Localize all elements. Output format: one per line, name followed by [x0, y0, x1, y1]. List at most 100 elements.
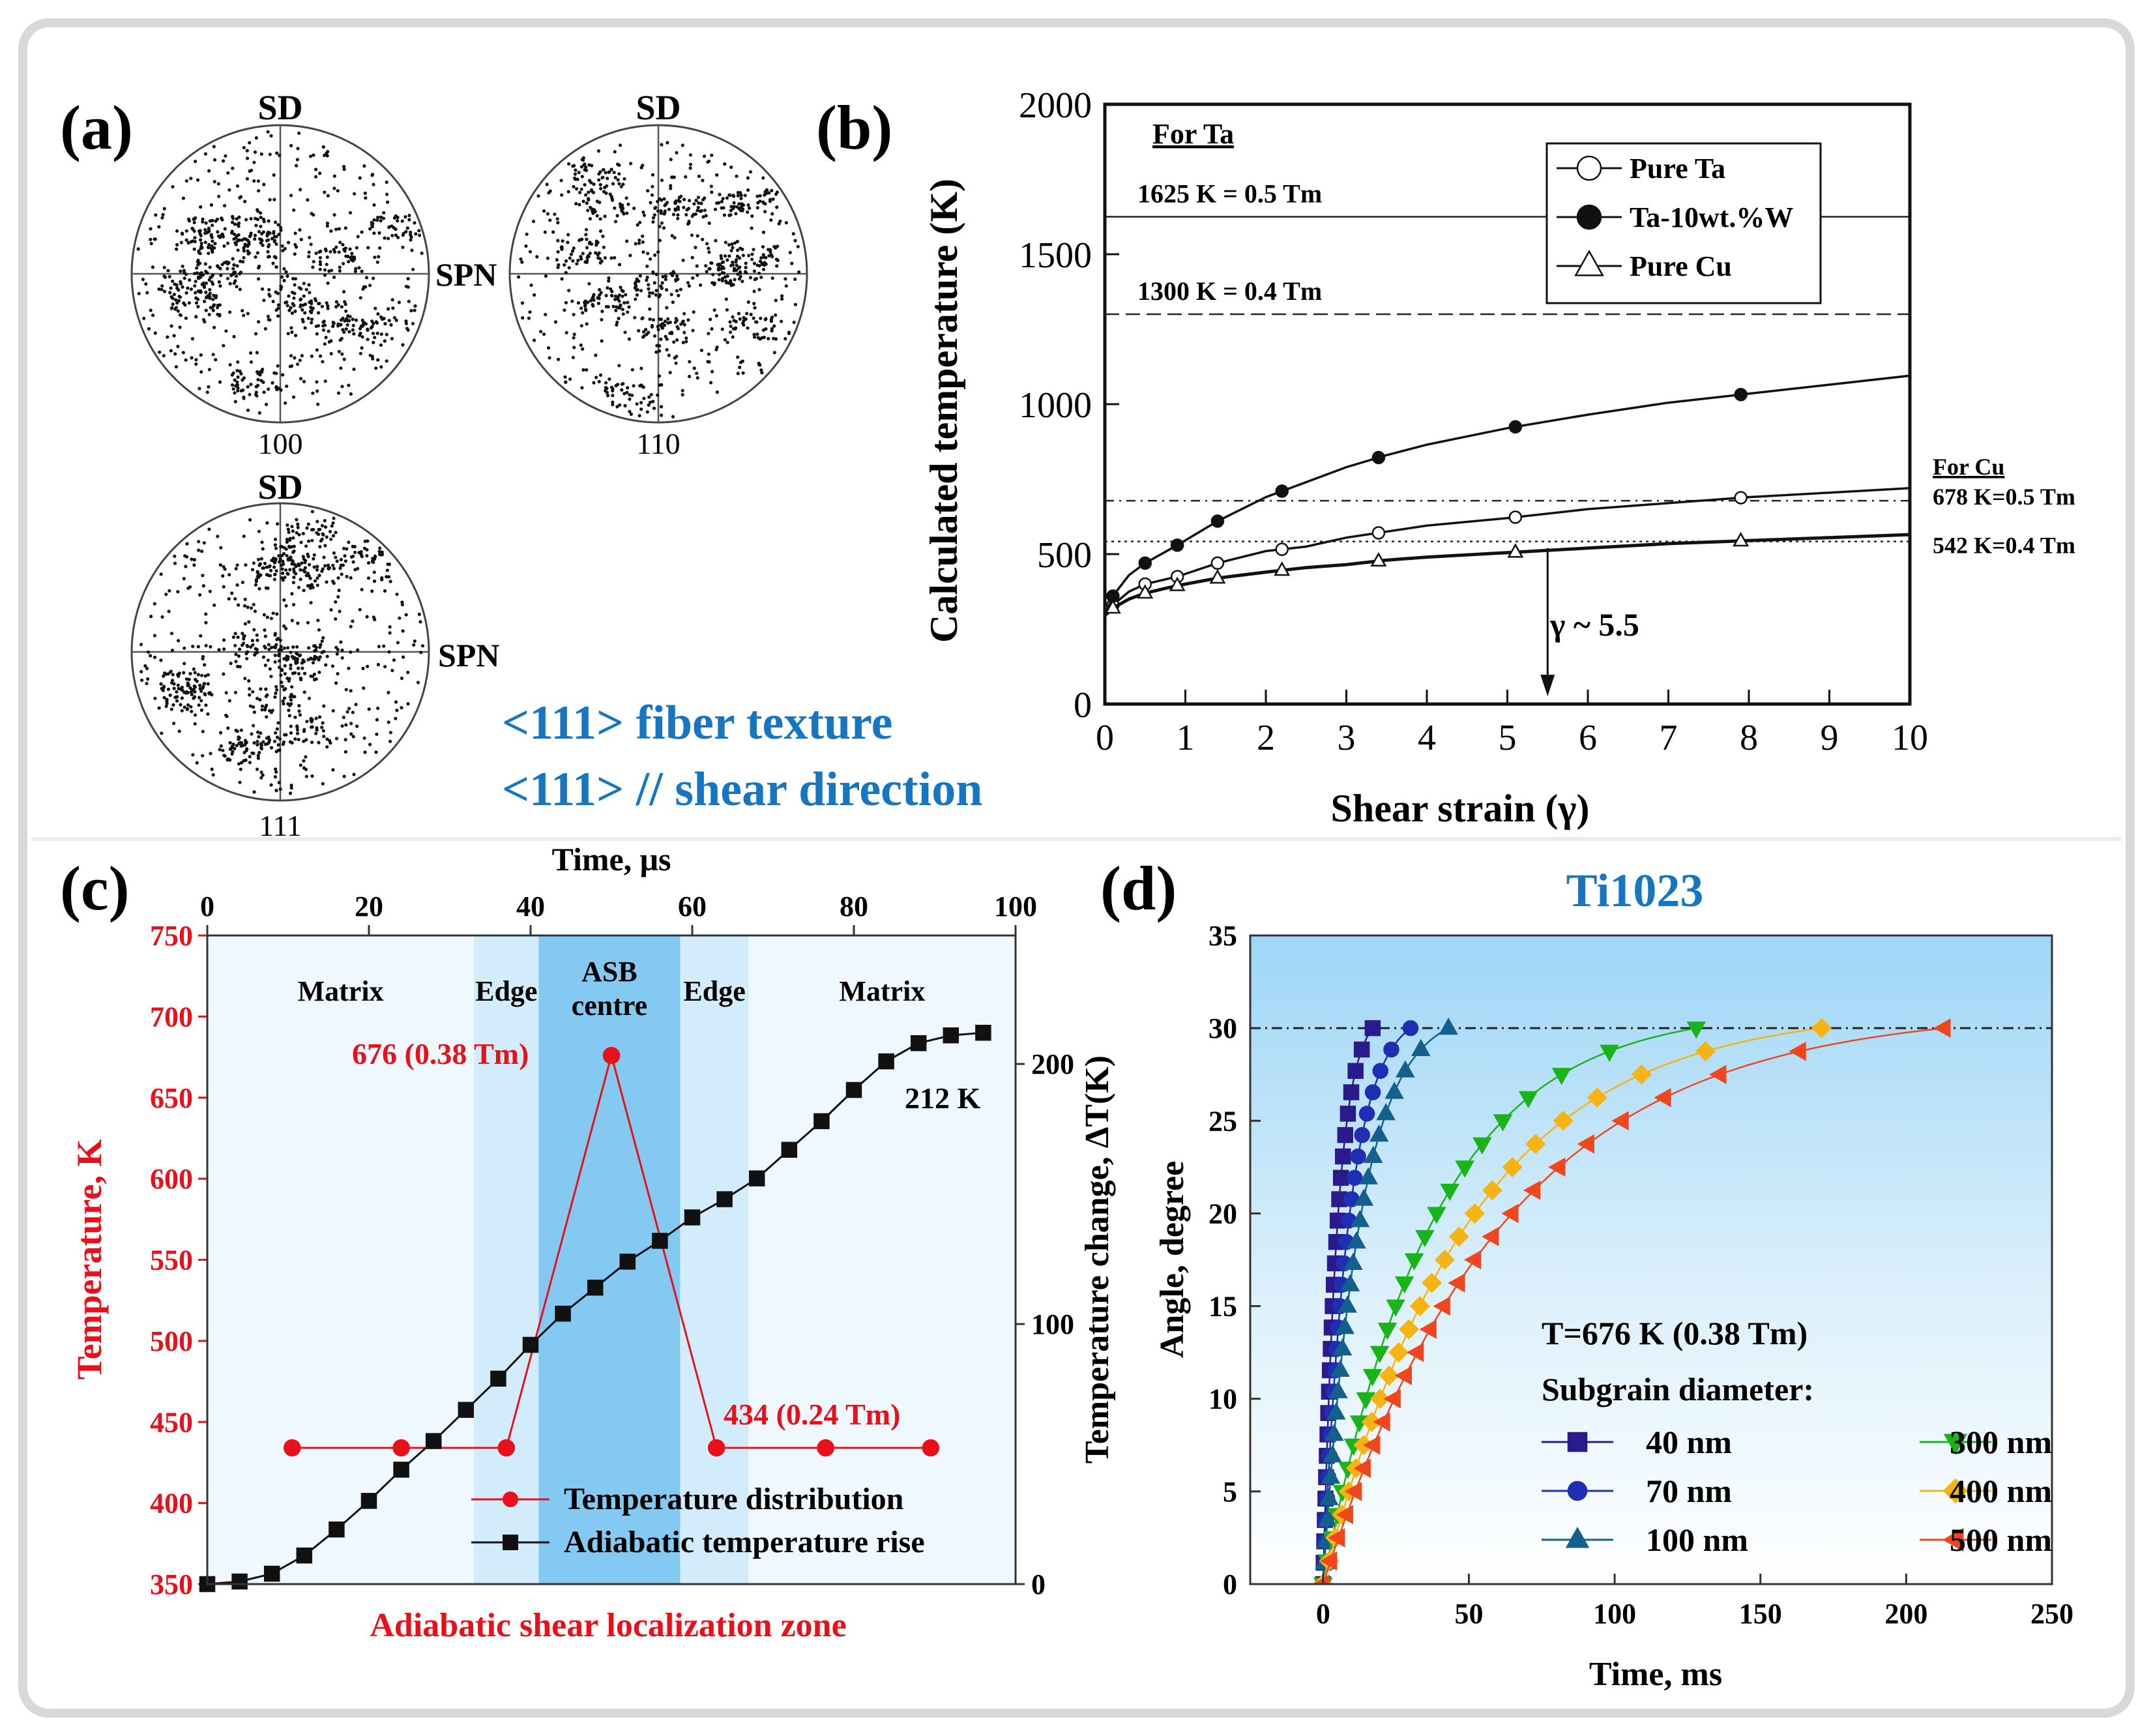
- pole-dot: [261, 547, 265, 551]
- pole-dot: [302, 671, 307, 675]
- pole-dot: [566, 233, 570, 237]
- pole-dot: [681, 258, 685, 262]
- pole-dot: [594, 353, 598, 357]
- pole-dot: [564, 271, 568, 274]
- pole-dot: [587, 190, 591, 194]
- pole-dot: [293, 309, 297, 314]
- pole-dot: [302, 294, 306, 298]
- pole-dot: [323, 379, 327, 383]
- pole-dot: [419, 651, 423, 655]
- pole-dot: [663, 203, 667, 207]
- pole-dot: [325, 655, 329, 658]
- pole-dot: [576, 258, 580, 263]
- c-adiabatic-marker: [975, 1025, 991, 1041]
- pole-dot: [722, 213, 726, 217]
- pole-dot: [598, 217, 602, 221]
- pole-dot: [239, 389, 243, 393]
- pole-dot: [572, 246, 576, 250]
- pole-dot: [289, 698, 293, 702]
- pole-dot: [372, 579, 377, 583]
- d-series-marker: [1350, 1210, 1370, 1228]
- pole-dot: [272, 371, 276, 375]
- pole-dot: [310, 510, 314, 514]
- pole-dot: [707, 352, 710, 356]
- pole-dot: [149, 227, 153, 231]
- pole-dot: [758, 363, 762, 367]
- pole-dot: [614, 294, 618, 298]
- c-y-tick-label: 550: [150, 1244, 193, 1276]
- pole-dot: [190, 337, 194, 341]
- pole-dot: [739, 196, 743, 200]
- pole-dot: [313, 657, 317, 662]
- pole-dot: [301, 303, 305, 307]
- pole-dot: [308, 291, 312, 295]
- pole-dot: [299, 568, 302, 572]
- pole-dot: [337, 589, 341, 593]
- pole-dot: [281, 571, 285, 576]
- b-series-marker: [1275, 542, 1289, 556]
- pole-dot: [267, 735, 271, 739]
- pole-dot: [272, 229, 276, 233]
- pole-dot: [716, 266, 721, 270]
- pole-dot: [737, 312, 740, 316]
- pole-dot: [265, 715, 269, 719]
- pole-dot: [609, 194, 613, 198]
- pole-dot: [404, 319, 408, 323]
- pole-dot: [339, 557, 344, 562]
- pole-dot: [231, 267, 235, 271]
- pole-dot: [600, 339, 604, 343]
- pole-dot: [258, 698, 262, 701]
- c-adiabatic-marker: [587, 1279, 604, 1296]
- pole-dot: [664, 278, 667, 282]
- pole-dot: [380, 578, 384, 581]
- c-peak-annotation: 676 (0.38 Tm): [352, 1037, 529, 1070]
- pole-dot: [694, 198, 698, 203]
- pole-dot: [209, 275, 212, 280]
- pole-dot: [292, 296, 296, 300]
- pole-dot: [183, 646, 186, 650]
- pole-dot: [602, 168, 606, 171]
- pole-dot: [281, 699, 285, 703]
- pole-dot: [243, 597, 247, 602]
- pole-dot: [648, 400, 652, 404]
- pole-dot: [254, 136, 258, 140]
- pole-dot: [295, 164, 299, 168]
- pole-dot: [376, 706, 380, 711]
- pole-dot: [626, 202, 630, 206]
- pole-dot: [295, 656, 299, 661]
- pole-dot: [331, 709, 335, 713]
- d-series-marker: [1383, 1041, 1399, 1058]
- pole-dot: [306, 572, 310, 576]
- pole-dot: [645, 252, 650, 256]
- pole-dot: [161, 213, 165, 216]
- pole-dot: [254, 255, 257, 259]
- pole-dot: [598, 200, 602, 205]
- pole-dot: [209, 645, 212, 649]
- pole-dot: [347, 383, 351, 387]
- pole-dot: [237, 215, 241, 219]
- pole-dot: [276, 314, 280, 318]
- pole-dot: [168, 693, 172, 698]
- pole-dot: [636, 223, 639, 227]
- pole-dot: [287, 709, 291, 713]
- d-series-marker: [1325, 1424, 1344, 1441]
- pole-dot: [203, 262, 207, 266]
- pole-dot: [245, 643, 249, 648]
- pole-dot: [257, 735, 261, 739]
- pole-dot: [564, 301, 568, 304]
- pole-dot: [179, 241, 183, 244]
- pole-dot: [741, 371, 745, 375]
- pole-dot: [354, 318, 359, 322]
- pole-dot: [686, 207, 691, 211]
- pole-dot: [184, 238, 188, 242]
- pole-dot: [151, 265, 154, 269]
- pole-dot: [340, 305, 344, 309]
- pole-dot: [303, 566, 307, 570]
- pole-dot: [671, 270, 675, 274]
- pole-dot: [383, 589, 387, 593]
- pole-dot: [273, 775, 277, 779]
- pole-dot: [179, 687, 183, 691]
- pole-dot: [584, 308, 588, 312]
- pole-dot: [307, 283, 311, 287]
- pole-dot: [282, 688, 286, 692]
